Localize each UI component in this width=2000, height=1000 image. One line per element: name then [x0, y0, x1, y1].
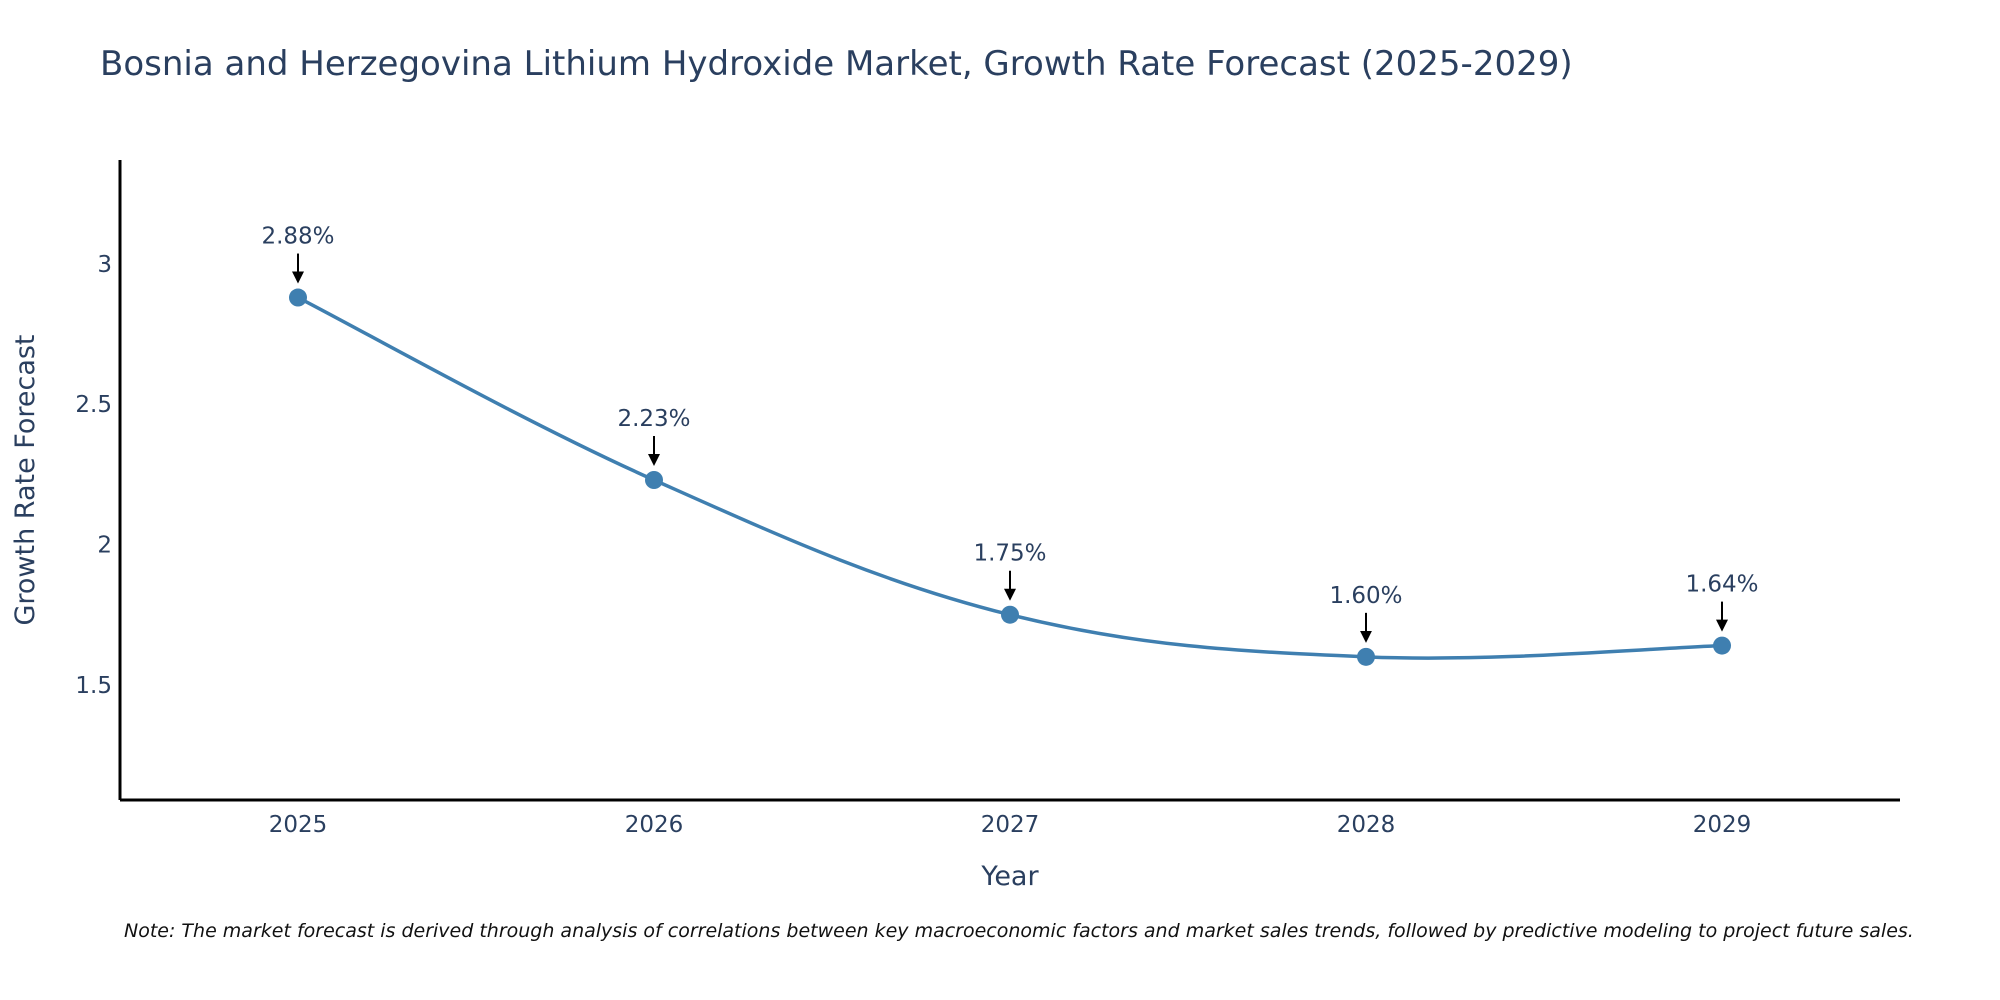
x-tick-label: 2029	[1693, 812, 1752, 838]
data-label: 1.64%	[1685, 572, 1758, 598]
chart-title: Bosnia and Herzegovina Lithium Hydroxide…	[100, 44, 1573, 84]
y-axis-label: Growth Rate Forecast	[10, 334, 41, 625]
x-axis-label: Year	[980, 861, 1039, 892]
data-label: 2.23%	[617, 406, 690, 432]
data-label: 1.75%	[973, 541, 1046, 567]
x-tick-label: 2028	[1337, 812, 1396, 838]
y-tick-label: 1.5	[75, 673, 112, 699]
data-point	[1001, 605, 1019, 624]
data-label: 2.88%	[261, 224, 334, 250]
y-tick-label: 2	[97, 533, 112, 559]
y-tick-label: 3	[97, 252, 112, 278]
series-line	[297, 295, 1723, 660]
data-point	[1713, 636, 1731, 655]
x-tick-label: 2027	[981, 812, 1040, 838]
x-tick-label: 2026	[625, 812, 684, 838]
data-label: 1.60%	[1329, 583, 1402, 609]
x-tick-label: 2025	[269, 812, 328, 838]
y-tick-label: 2.5	[75, 392, 112, 418]
data-point	[289, 288, 307, 307]
data-point	[1357, 647, 1375, 666]
data-point	[645, 471, 663, 489]
footnote: Note: The market forecast is derived thr…	[124, 920, 1914, 942]
